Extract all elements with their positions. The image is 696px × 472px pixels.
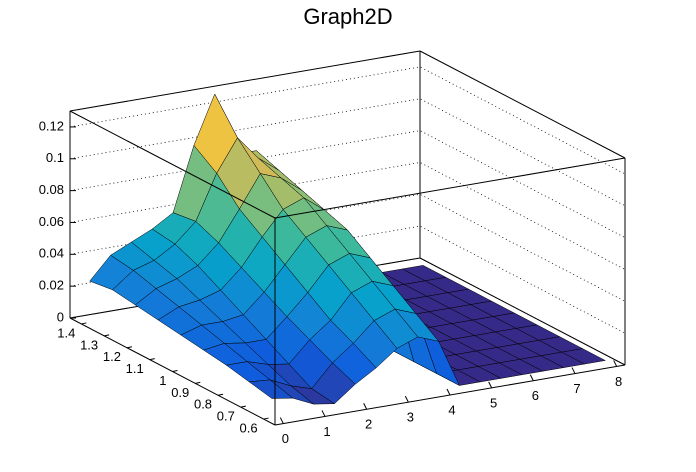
y-tick — [195, 381, 201, 384]
x-tick — [446, 388, 451, 396]
box-edge — [274, 157, 626, 219]
x-tick-label: 7 — [573, 381, 580, 396]
box-edge — [419, 50, 626, 159]
x-tick — [404, 395, 409, 403]
y-tick — [81, 322, 87, 325]
x-tick — [488, 381, 493, 389]
box-edge — [69, 50, 421, 112]
z-tick-label: 0.04 — [39, 246, 64, 261]
y-tick-label: 0.7 — [217, 409, 235, 424]
x-tick — [613, 360, 618, 367]
y-tick — [240, 405, 246, 408]
z-tick-label: 0.06 — [39, 214, 64, 229]
x-tick — [363, 403, 368, 410]
x-tick-label: 3 — [407, 410, 414, 425]
x-tick — [279, 417, 284, 424]
x-tick-label: 5 — [490, 395, 497, 410]
y-tick-label: 1 — [159, 373, 166, 388]
y-tick-label: 1.3 — [80, 337, 98, 352]
y-tick-label: 0.9 — [171, 385, 189, 400]
x-tick-label: 1 — [323, 424, 330, 439]
z-tick-label: 0.12 — [39, 118, 64, 133]
grid-line — [69, 130, 626, 238]
z-tick-label: 0.1 — [46, 150, 64, 165]
y-tick-label: 1.2 — [103, 349, 121, 364]
y-tick — [172, 370, 178, 372]
z-tick-label: 0.08 — [39, 182, 64, 197]
box-edge — [69, 110, 276, 219]
y-tick-label: 0.6 — [240, 420, 258, 435]
y-tick-label: 1.1 — [126, 361, 144, 376]
y-tick — [217, 393, 224, 396]
y-tick-label: 0.8 — [194, 397, 212, 412]
surface-cell — [248, 379, 294, 399]
x-tick — [321, 410, 326, 417]
x-tick-label: 8 — [615, 374, 622, 389]
y-tick-label: 1.4 — [57, 325, 75, 340]
y-tick — [263, 417, 269, 420]
y-tick — [126, 346, 133, 349]
x-tick-label: 0 — [282, 431, 289, 446]
box-edge — [419, 257, 626, 366]
z-tick-label: 0.02 — [39, 278, 64, 293]
x-tick-label: 4 — [448, 402, 455, 417]
x-tick — [529, 374, 534, 381]
x-tick-label: 2 — [365, 417, 372, 432]
y-tick — [104, 334, 110, 337]
grid-line — [69, 66, 626, 175]
x-tick-label: 6 — [532, 388, 539, 403]
x-tick — [571, 367, 576, 374]
z-tick-label: 0 — [57, 309, 64, 324]
y-tick — [149, 358, 155, 361]
chart-title: Graph2D — [303, 4, 392, 29]
